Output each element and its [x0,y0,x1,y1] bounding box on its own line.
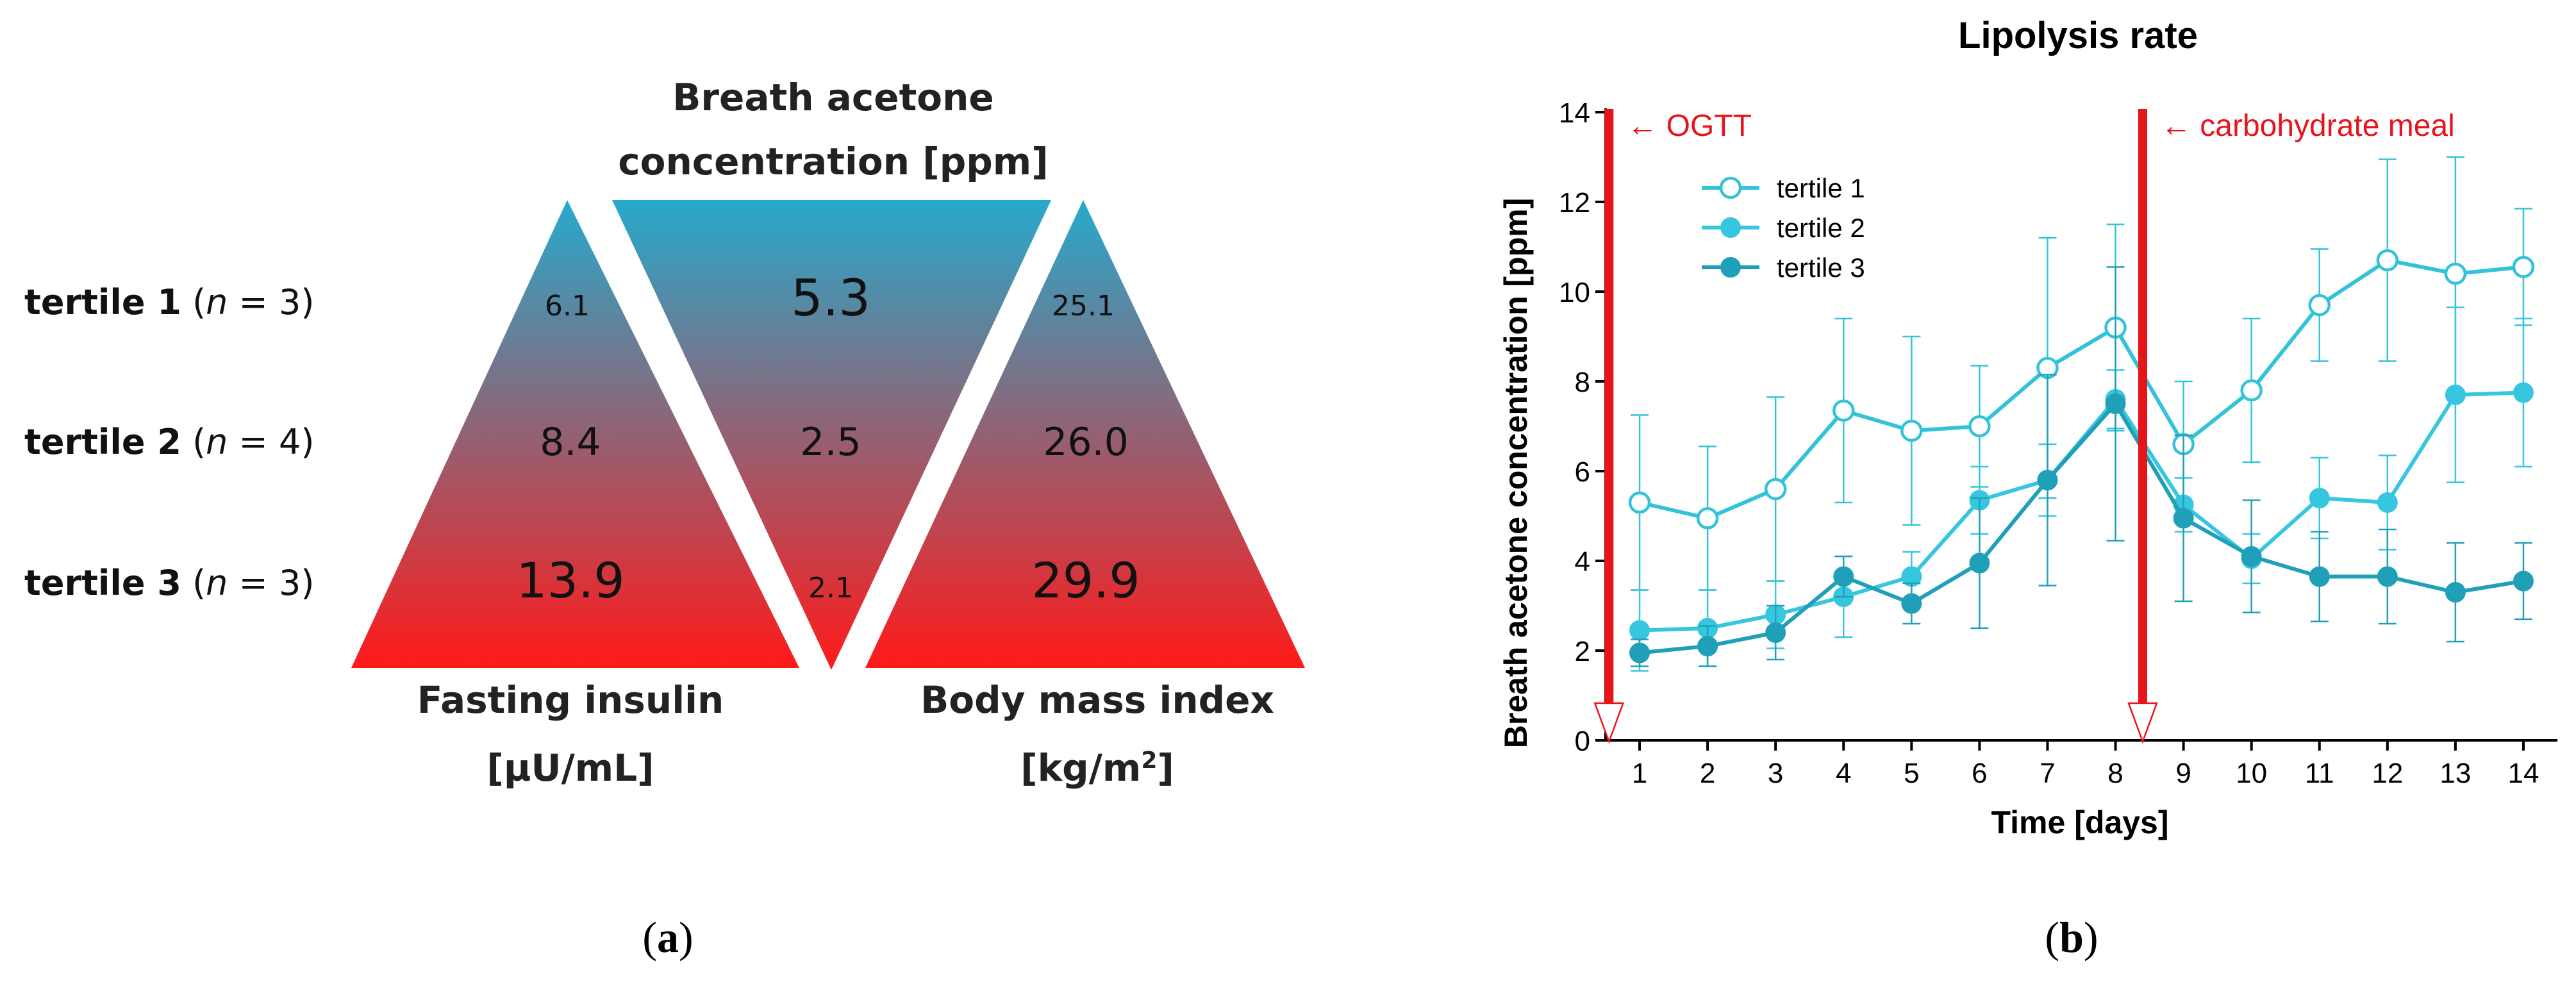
x-tick-label: 7 [2040,758,2055,789]
legend-label: tertile 2 [1777,213,1865,243]
insulin-title-line2: [µU/mL] [486,746,654,790]
data-point [2512,256,2535,278]
bmi-value-tertile-3: 29.9 [1031,552,1140,609]
legend-marker [1720,217,1741,238]
acetone-title-line1: Breath acetone [672,76,994,119]
insulin-triangle [351,200,799,668]
data-point [2173,508,2194,529]
x-tick-label: 9 [2175,758,2191,789]
x-tick-label: 3 [1768,758,1783,789]
data-point [1765,622,1786,643]
data-point [1901,593,1922,614]
y-tick-label: 12 [1559,187,1590,219]
x-tick-label: 10 [2236,758,2267,789]
panel-b-chart: Lipolysis rate Time [days] Breath aceton… [1498,15,2557,961]
chart-title: Lipolysis rate [1958,15,2198,56]
annotation-label: ← carbohydrate meal [2161,109,2455,143]
annotation-1: ← OGTT [1593,109,1752,744]
series-3 [1629,266,2534,667]
data-point [2240,379,2263,402]
y-tick-label: 10 [1559,277,1590,308]
data-point [2309,566,2330,587]
y-tick-label: 8 [1575,367,1590,398]
data-point [1696,507,1719,529]
x-tick-label: 6 [1972,758,1987,789]
acetone-value-tertile-2: 2.5 [800,420,861,465]
legend-marker [1720,257,1741,278]
y-axis-label: Breath acetone concentration [ppm] [1498,198,1534,748]
bmi-title-line2: [kg/m2] [1020,746,1174,790]
insulin-value-tertile-1: 6.1 [545,290,590,322]
x-tick-label: 1 [1632,758,1647,789]
x-tick-label: 11 [2305,758,2334,789]
data-point [2445,385,2466,405]
panel-a: tertile 1 (n = 3) tertile 2 (n = 4) tert… [24,76,1305,961]
data-point [1900,419,1923,442]
tertile-2-label: tertile 2 (n = 4) [24,422,314,462]
acetone-value-tertile-1: 5.3 [791,270,870,328]
x-axis-label: Time [days] [1991,804,2169,840]
series-1 [1628,156,2535,591]
bmi-value-tertile-2: 26.0 [1043,420,1129,465]
annotation-label: ← OGTT [1627,109,1752,143]
legend-label: tertile 3 [1777,253,1865,283]
x-tick-label: 13 [2439,758,2471,789]
legend: tertile 1 tertile 2 tertile 3 [1702,173,1865,283]
x-tick-label: 8 [2107,758,2123,789]
y-tick-label: 14 [1559,97,1590,129]
data-point [2377,566,2398,587]
acetone-value-tertile-3: 2.1 [808,572,853,604]
data-point [1833,566,1854,587]
data-point [2377,492,2398,513]
panel-a-label: (a) [642,913,693,961]
x-tick-label: 5 [1904,758,1919,789]
data-point [1628,491,1651,514]
data-point [2308,294,2331,317]
bmi-value-tertile-1: 25.1 [1052,290,1115,322]
data-point [2445,582,2466,603]
acetone-triangle [612,200,1051,670]
y-tick-label: 4 [1575,546,1590,578]
data-point [1697,636,1718,656]
data-point [1764,478,1787,501]
y-tick-label: 6 [1575,456,1590,488]
acetone-title-line2: concentration [ppm] [618,140,1048,183]
data-point [2444,262,2467,285]
data-point [1832,399,1855,422]
data-point [2376,249,2399,272]
annotation-arrowhead [1593,702,1625,744]
bmi-triangle [865,200,1305,668]
bmi-title-line1: Body mass index [920,678,1274,722]
data-point [1969,553,1990,574]
data-point [2037,470,2058,490]
x-tick-label: 12 [2372,758,2403,789]
insulin-title-line1: Fasting insulin [417,678,724,722]
legend-label: tertile 1 [1777,173,1865,203]
data-point [2309,488,2330,508]
y-tick-label: 2 [1575,636,1590,667]
tertile-1-label: tertile 1 (n = 3) [24,282,314,322]
data-point [2513,382,2534,403]
annotation-2: ← carbohydrate meal [2127,109,2455,744]
data-point [2513,570,2534,592]
data-point [2105,394,2126,414]
data-point [1968,415,1991,438]
annotation-arrowhead [2127,702,2158,744]
insulin-value-tertile-2: 8.4 [540,420,601,465]
series-line [1639,402,2524,655]
x-tick-label: 2 [1700,758,1715,789]
legend-marker [1719,176,1742,199]
insulin-value-tertile-3: 13.9 [516,552,624,609]
series-line [1639,258,2524,520]
data-point [2241,546,2262,567]
tertile-3-label: tertile 3 (n = 3) [24,563,314,603]
x-tick-label: 14 [2507,758,2539,789]
data-point [1629,642,1650,663]
x-tick-label: 4 [1836,758,1851,789]
data-point [1629,620,1650,641]
panel-b-label: (b) [2045,913,2098,961]
y-tick-label: 0 [1575,726,1590,757]
